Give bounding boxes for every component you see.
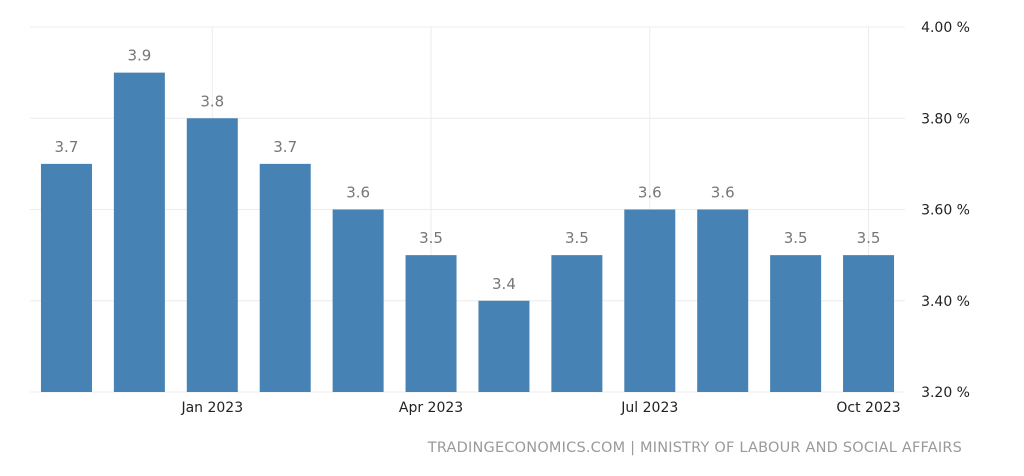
- bar-data-label: 3.6: [346, 184, 370, 202]
- x-tick-label: Jan 2023: [180, 400, 243, 416]
- x-tick-label: Oct 2023: [836, 400, 900, 416]
- y-tick-label: 3.40 %: [921, 294, 970, 310]
- bar-data-label: 3.8: [200, 92, 224, 110]
- bar: [405, 255, 457, 392]
- y-tick-label: 3.80 %: [921, 111, 970, 127]
- bar: [332, 209, 384, 392]
- bar-data-label: 3.7: [273, 138, 297, 156]
- bar: [40, 163, 92, 392]
- bar-data-label: 3.7: [55, 138, 79, 156]
- bar-data-label: 3.5: [784, 229, 808, 247]
- bar: [843, 255, 895, 392]
- bar-data-label: 3.6: [638, 184, 662, 202]
- y-tick-label: 3.20 %: [921, 385, 970, 401]
- bar: [113, 72, 165, 392]
- bar-data-label: 3.9: [127, 47, 151, 65]
- bar: [551, 255, 603, 392]
- bar: [259, 163, 311, 392]
- bar-data-label: 3.5: [419, 229, 443, 247]
- y-tick-label: 3.60 %: [921, 203, 970, 219]
- bar: [624, 209, 676, 392]
- bar: [697, 209, 749, 392]
- bar: [770, 255, 822, 392]
- bar: [186, 118, 238, 392]
- bar-data-label: 3.5: [565, 229, 589, 247]
- x-tick-label: Apr 2023: [399, 400, 463, 416]
- source-attribution: TRADINGECONOMICS.COM | MINISTRY OF LABOU…: [427, 440, 962, 456]
- x-tick-label: Jul 2023: [620, 400, 678, 416]
- bar-data-label: 3.5: [857, 229, 881, 247]
- bar-data-label: 3.4: [492, 275, 516, 293]
- bar: [478, 300, 530, 392]
- bar-data-label: 3.6: [711, 184, 735, 202]
- y-tick-label: 4.00 %: [921, 20, 970, 36]
